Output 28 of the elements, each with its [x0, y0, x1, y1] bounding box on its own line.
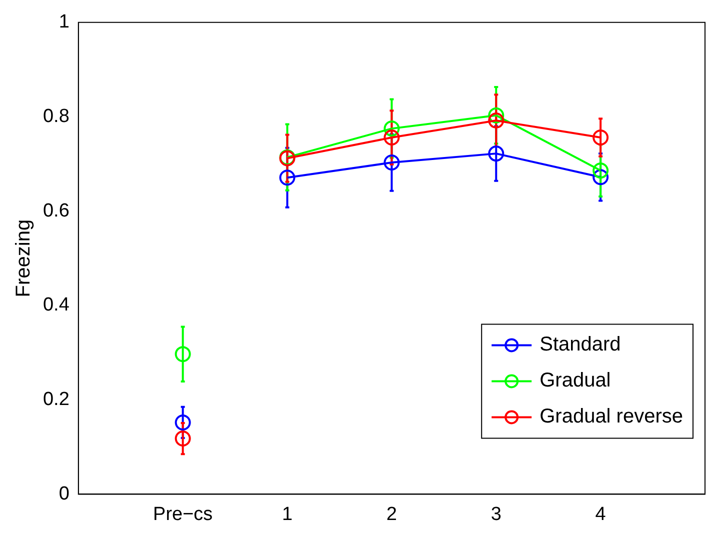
x-tick-label: 4	[595, 504, 606, 525]
x-tick-label: 3	[490, 504, 502, 525]
point	[174, 414, 191, 430]
x-tick-label: 1	[282, 504, 293, 525]
point	[488, 107, 504, 124]
y-axis-title: Freezing	[12, 219, 35, 298]
point	[384, 130, 400, 146]
legend-label: Standard	[540, 334, 621, 356]
legend-label: Gradual	[540, 370, 611, 392]
point	[174, 346, 191, 362]
point	[592, 162, 609, 179]
y-tick-label: 0.6	[42, 200, 70, 222]
y-tick-label: 0.4	[42, 294, 70, 316]
y-tick-label: 0.2	[42, 389, 70, 410]
point	[279, 170, 296, 186]
y-tick-label: 1	[58, 12, 70, 33]
point	[488, 112, 504, 129]
x-tick-label: Pre−cs	[153, 504, 213, 525]
point	[384, 154, 400, 171]
y-tick-label: 0.8	[42, 106, 70, 127]
legend-label: Gradual reverse	[540, 406, 684, 428]
x-tick-label: 2	[386, 504, 397, 525]
point	[592, 130, 609, 146]
y-tick-label: 0	[58, 483, 70, 504]
point	[488, 146, 504, 162]
point	[384, 120, 400, 137]
point	[592, 169, 609, 186]
point	[174, 430, 191, 447]
